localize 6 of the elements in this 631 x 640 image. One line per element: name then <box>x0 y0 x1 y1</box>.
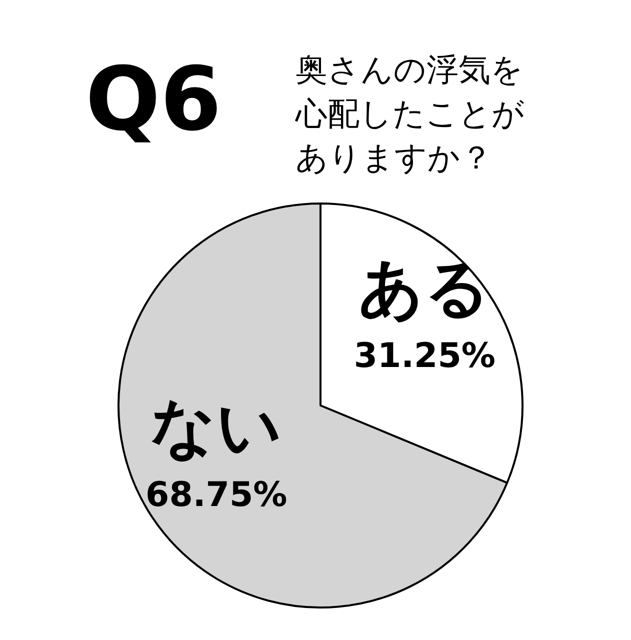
chart-title: Q6 <box>86 48 222 150</box>
data-label: 31.25% <box>354 336 496 376</box>
chart-subtitle: 奥さんの浮気を心配したことがありますか？ <box>294 50 524 176</box>
slice-label: ある <box>358 252 491 326</box>
data-label: 68.75% <box>146 475 288 516</box>
slice-label: ない <box>150 391 282 466</box>
